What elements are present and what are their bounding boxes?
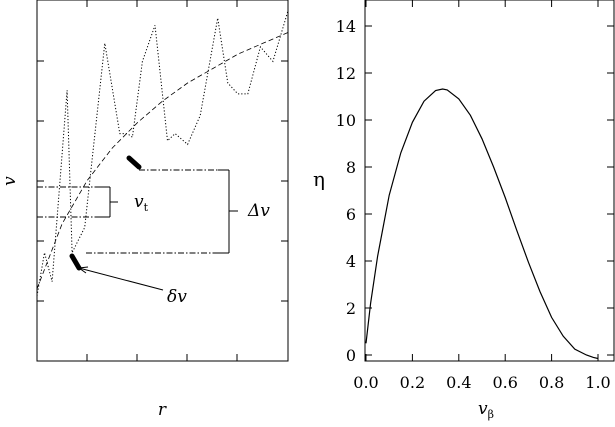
right-y-tick-label: 6 bbox=[346, 205, 356, 224]
thick-segment-upper bbox=[126, 155, 142, 170]
left-x-ticks bbox=[86, 0, 238, 361]
delta-small-v-label: δv bbox=[167, 287, 187, 307]
right-x-tick-label: 0.6 bbox=[492, 373, 517, 392]
right-y-axis-label: η bbox=[313, 167, 325, 191]
vt-bracket bbox=[37, 186, 118, 218]
right-x-tick-label: 0.4 bbox=[446, 373, 471, 392]
right-y-tick-label: 14 bbox=[336, 17, 356, 36]
right-x-axis-label-sub: β bbox=[488, 408, 494, 421]
right-x-tick-label: 1.0 bbox=[585, 373, 610, 392]
right-x-tick-label: 0.0 bbox=[353, 373, 378, 392]
right-y-tick-label: 10 bbox=[336, 111, 356, 130]
right-y-tick-label: 2 bbox=[346, 299, 356, 318]
right-plot-frame bbox=[364, 0, 615, 362]
left-x-axis-label: r bbox=[158, 400, 167, 420]
right-x-tick-label: 0.8 bbox=[539, 373, 564, 392]
vt-label-main: v bbox=[134, 192, 144, 212]
left-panel: vt Δv δv v r bbox=[0, 0, 289, 420]
right-y-tick-label: 4 bbox=[346, 252, 356, 271]
vt-label: vt bbox=[134, 192, 149, 214]
left-y-axis-label: v bbox=[0, 176, 20, 186]
right-ticks bbox=[365, 0, 614, 361]
right-tick-labels: 0.0 0.2 0.4 0.6 0.8 1.0 0 2 4 6 8 10 12 14 bbox=[336, 17, 611, 392]
left-series-dashed bbox=[36, 32, 289, 289]
right-x-axis-label: vβ bbox=[478, 399, 494, 421]
delta-v-bracket bbox=[86, 169, 238, 254]
right-panel: 0.0 0.2 0.4 0.6 0.8 1.0 0 2 4 6 8 10 12 14 η vβ bbox=[313, 0, 615, 421]
thick-segment-lower bbox=[69, 253, 82, 271]
delta-small-v-arrow bbox=[77, 266, 164, 291]
left-series-dotted bbox=[36, 10, 289, 297]
right-y-tick-label: 12 bbox=[336, 64, 356, 83]
right-y-tick-label: 8 bbox=[346, 158, 356, 177]
delta-v-label: Δv bbox=[247, 201, 270, 221]
right-y-tick-label: 0 bbox=[346, 346, 356, 365]
left-plot-frame bbox=[36, 0, 289, 362]
right-series-eta bbox=[365, 88, 599, 360]
right-x-axis-label-main: v bbox=[478, 399, 488, 419]
left-y-ticks bbox=[37, 60, 288, 302]
vt-label-sub: t bbox=[144, 201, 149, 214]
right-x-tick-label: 0.2 bbox=[400, 373, 425, 392]
